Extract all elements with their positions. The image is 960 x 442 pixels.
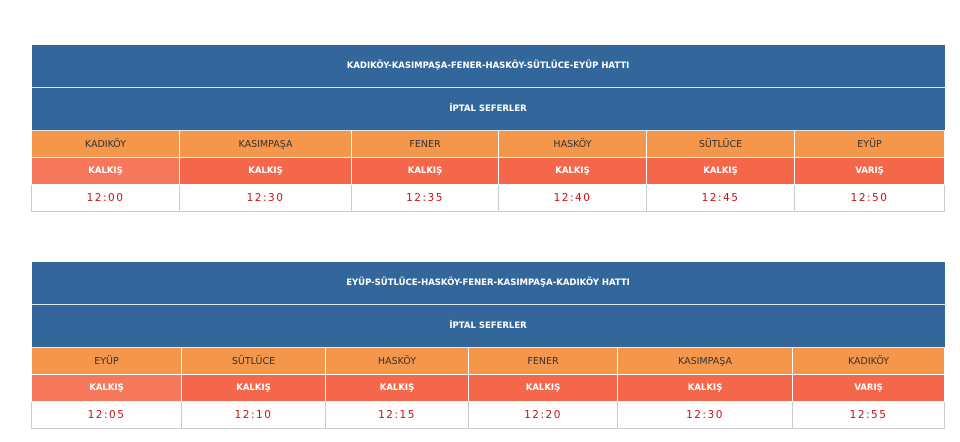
station: SÜTLÜCE <box>646 130 795 158</box>
departure-label: KALKIŞ <box>498 157 647 185</box>
station-row: KADIKÖY KASIMPAŞA FENER HASKÖY SÜTLÜCE EYÜP <box>31 130 946 158</box>
time: 12:30 <box>617 401 793 429</box>
time: 12:40 <box>498 184 647 212</box>
time: 12:45 <box>646 184 795 212</box>
departure-label: KALKIŞ <box>351 157 499 185</box>
station: EYÜP <box>793 130 946 158</box>
time: 12:30 <box>179 184 352 212</box>
time: 12:00 <box>31 184 180 212</box>
station: EYÜP <box>31 347 182 375</box>
schedule-table: EYÜP-SÜTLÜCE-HASKÖY-FENER-KASIMPAŞA-KADI… <box>31 262 946 429</box>
departure-label: KALKIŞ <box>181 374 326 402</box>
subtitle-row: İPTAL SEFERLER <box>31 87 945 131</box>
subtitle: İPTAL SEFERLER <box>31 87 945 131</box>
departure-label-row: KALKIŞ KALKIŞ KALKIŞ KALKIŞ KALKIŞ VARIŞ <box>31 157 946 185</box>
schedule-table: KADIKÖY-KASIMPAŞA-FENER-HASKÖY-SÜTLÜCE-E… <box>31 45 946 212</box>
station: KADIKÖY <box>791 347 946 375</box>
station: FENER <box>468 347 618 375</box>
departure-label-row: KALKIŞ KALKIŞ KALKIŞ KALKIŞ KALKIŞ VARIŞ <box>31 374 946 402</box>
departure-label: KALKIŞ <box>31 157 180 185</box>
table-body: KADIKÖY-KASIMPAŞA-FENER-HASKÖY-SÜTLÜCE-E… <box>31 45 946 212</box>
station-row: EYÜP SÜTLÜCE HASKÖY FENER KASIMPAŞA KADIKÖY <box>31 347 946 375</box>
time: 12:35 <box>351 184 499 212</box>
departure-label: VARIŞ <box>793 157 946 185</box>
time-row: 12:05 12:10 12:15 12:20 12:30 12:55 <box>31 401 946 429</box>
station: KADIKÖY <box>31 130 180 158</box>
departure-label: VARIŞ <box>791 374 946 402</box>
route-title: EYÜP-SÜTLÜCE-HASKÖY-FENER-KASIMPAŞA-KADI… <box>31 262 945 305</box>
station: HASKÖY <box>325 347 469 375</box>
departure-label: KALKIŞ <box>179 157 352 185</box>
departure-label: KALKIŞ <box>325 374 469 402</box>
title-row: KADIKÖY-KASIMPAŞA-FENER-HASKÖY-SÜTLÜCE-E… <box>31 45 945 88</box>
time: 12:05 <box>31 401 182 429</box>
station: FENER <box>351 130 499 158</box>
table-body: EYÜP-SÜTLÜCE-HASKÖY-FENER-KASIMPAŞA-KADI… <box>31 262 946 429</box>
station: KASIMPAŞA <box>179 130 352 158</box>
time: 12:10 <box>181 401 326 429</box>
station: HASKÖY <box>498 130 647 158</box>
departure-label: KALKIŞ <box>468 374 618 402</box>
station: KASIMPAŞA <box>617 347 793 375</box>
station: SÜTLÜCE <box>181 347 326 375</box>
subtitle-row: İPTAL SEFERLER <box>31 304 945 348</box>
subtitle: İPTAL SEFERLER <box>31 304 945 348</box>
title-row: EYÜP-SÜTLÜCE-HASKÖY-FENER-KASIMPAŞA-KADI… <box>31 262 945 305</box>
departure-label: KALKIŞ <box>646 157 795 185</box>
time: 12:15 <box>325 401 469 429</box>
time-row: 12:00 12:30 12:35 12:40 12:45 12:50 <box>31 184 946 212</box>
departure-label: KALKIŞ <box>617 374 793 402</box>
route-title: KADIKÖY-KASIMPAŞA-FENER-HASKÖY-SÜTLÜCE-E… <box>31 45 945 88</box>
time: 12:55 <box>791 401 946 429</box>
time: 12:20 <box>468 401 618 429</box>
departure-label: KALKIŞ <box>31 374 182 402</box>
time: 12:50 <box>793 184 946 212</box>
